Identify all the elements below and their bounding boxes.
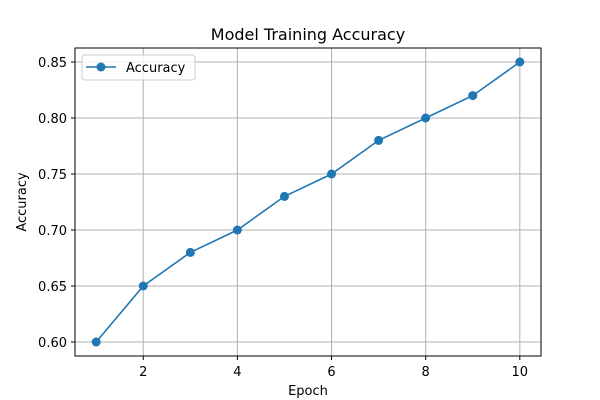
data-point xyxy=(91,337,101,347)
y-tick-label: 0.75 xyxy=(38,168,67,183)
y-tick-label: 0.60 xyxy=(38,336,67,351)
legend-label: Accuracy xyxy=(126,61,186,76)
data-point xyxy=(232,225,242,235)
y-axis-ticks: 0.60 0.65 0.70 0.75 0.80 0.85 xyxy=(38,56,75,351)
plot-area-frame xyxy=(74,47,542,357)
legend-marker-swatch xyxy=(96,62,106,72)
y-tick-label: 0.65 xyxy=(38,280,67,295)
legend-box xyxy=(81,54,196,81)
x-axis-ticks: 2 4 6 8 10 xyxy=(139,356,528,380)
data-point xyxy=(138,281,148,291)
x-tick-label: 8 xyxy=(422,365,430,380)
y-tick-label: 0.85 xyxy=(38,56,67,71)
data-point xyxy=(279,191,289,201)
x-tick-label: 6 xyxy=(327,365,335,380)
series-layer xyxy=(91,57,525,347)
series-line xyxy=(95,61,521,343)
data-point xyxy=(374,135,384,145)
x-axis-label: Epoch xyxy=(288,384,328,399)
data-point xyxy=(515,57,525,67)
data-point xyxy=(185,247,195,257)
data-point xyxy=(468,91,478,101)
x-tick-label: 4 xyxy=(233,365,241,380)
y-axis-label: Accuracy xyxy=(15,172,30,232)
data-point xyxy=(421,113,431,123)
y-tick-label: 0.70 xyxy=(38,224,67,239)
x-tick-label: 2 xyxy=(139,365,147,380)
data-point xyxy=(327,169,337,179)
legend: Accuracy xyxy=(81,54,196,81)
y-tick-label: 0.80 xyxy=(38,112,67,127)
x-tick-label: 10 xyxy=(512,365,529,380)
chart-title: Model Training Accuracy xyxy=(211,25,405,44)
